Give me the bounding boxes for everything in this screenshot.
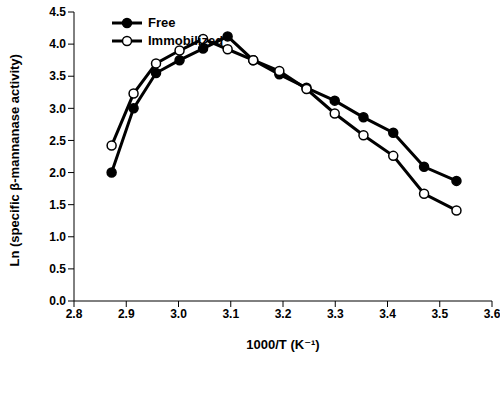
svg-text:3.6: 3.6 — [484, 307, 492, 321]
svg-text:1.5: 1.5 — [49, 198, 66, 212]
svg-text:3.0: 3.0 — [170, 307, 187, 321]
html-text:Free: Free — [148, 15, 176, 30]
svg-text:3.5: 3.5 — [49, 69, 66, 83]
svg-text:1.0: 1.0 — [49, 230, 66, 244]
html-text:Immobilized: Immobilized — [148, 33, 224, 48]
svg-text:0.5: 0.5 — [49, 262, 66, 276]
svg-text:1000/T (K⁻¹): 1000/T (K⁻¹) — [246, 337, 319, 352]
svg-text:3.0: 3.0 — [49, 102, 66, 116]
svg-text:2.0: 2.0 — [49, 166, 66, 180]
svg-text:4.0: 4.0 — [49, 37, 66, 51]
svg-text:2.5: 2.5 — [49, 134, 66, 148]
svg-text:3.1: 3.1 — [222, 307, 239, 321]
svg-text:Ln (specific β-mannanase activ: Ln (specific β-mannanase activity) — [8, 54, 22, 266]
svg-text:2.8: 2.8 — [66, 307, 83, 321]
svg-text:3.3: 3.3 — [327, 307, 344, 321]
svg-text:4.5: 4.5 — [49, 5, 66, 19]
svg-text:0.0: 0.0 — [49, 294, 66, 308]
svg-text:3.4: 3.4 — [379, 307, 396, 321]
svg-text:3.5: 3.5 — [431, 307, 448, 321]
svg-text:3.2: 3.2 — [275, 307, 292, 321]
svg-text:2.9: 2.9 — [118, 307, 135, 321]
